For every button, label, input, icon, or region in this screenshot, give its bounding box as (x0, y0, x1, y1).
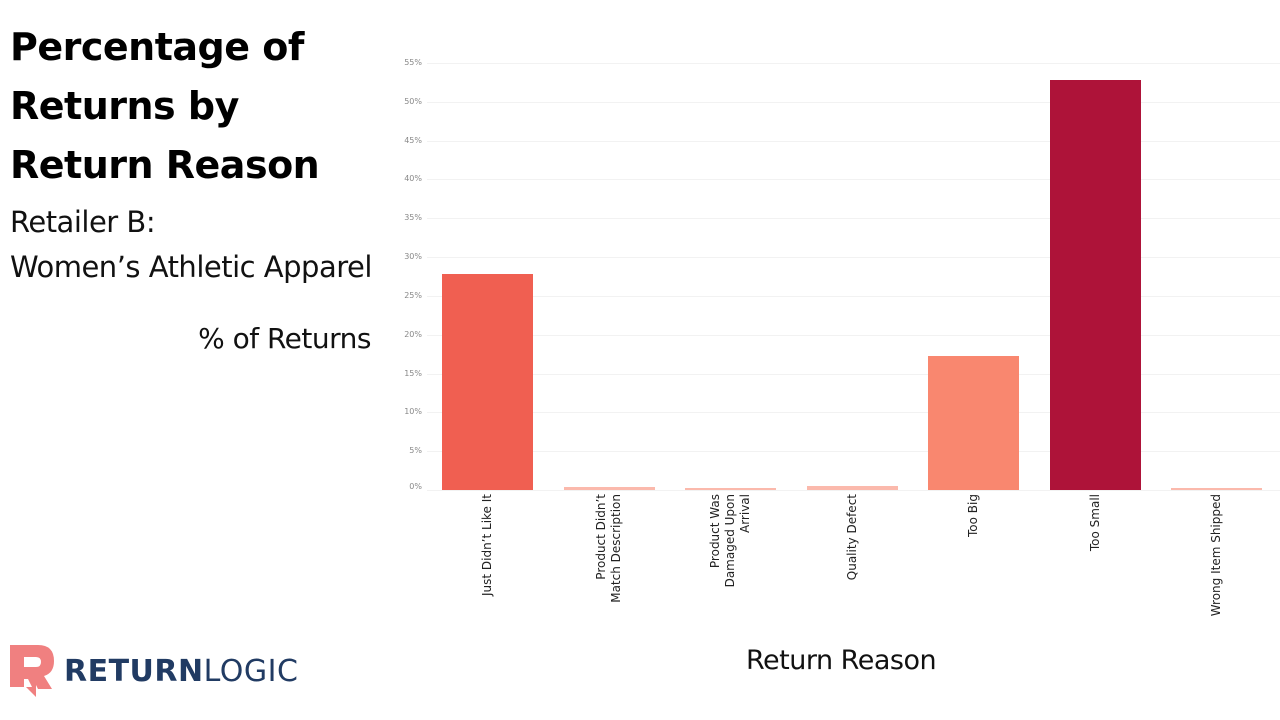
gridline (427, 412, 1280, 414)
gridline (427, 334, 1280, 336)
logo-wordmark: RETURNLOGIC (64, 653, 299, 689)
y-tick-label: 20% (404, 329, 422, 339)
gridline (427, 179, 1280, 181)
returnlogic-logo: RETURNLOGIC (8, 643, 298, 699)
y-tick-label: 30% (404, 252, 422, 262)
gridline (427, 490, 1280, 491)
bar[interactable] (1171, 487, 1262, 490)
gridline (427, 295, 1280, 297)
bar[interactable] (806, 486, 898, 490)
y-axis-label: % of Returns (198, 322, 371, 355)
gridline (427, 257, 1280, 259)
y-tick-label: 50% (404, 96, 422, 106)
gridline (427, 101, 1280, 103)
y-tick-label: 45% (404, 135, 422, 145)
y-tick-label: 5% (409, 446, 422, 456)
subtitle-retailer: Retailer B: (10, 205, 156, 239)
bar[interactable] (442, 274, 533, 490)
x-category-label: Too Small (1087, 494, 1102, 552)
y-tick-label: 35% (404, 213, 422, 223)
x-category-label: Just Didn’t Like It (480, 494, 494, 597)
bar[interactable] (563, 486, 655, 490)
y-tick-label: 10% (404, 407, 422, 417)
logo-r-icon (8, 643, 58, 699)
gridline (427, 140, 1280, 142)
gridline (427, 373, 1280, 375)
bar[interactable] (928, 356, 1019, 490)
y-tick-label: 40% (404, 174, 422, 184)
y-tick-label: 25% (404, 290, 422, 300)
gridline (427, 63, 1280, 64)
x-category-label: Product Was Damaged Upon Arrival (708, 494, 752, 588)
chart-title: Percentage of Returns by Return Reason (10, 25, 320, 187)
y-tick-label: 15% (404, 368, 422, 378)
x-category-label: Quality Defect (844, 494, 859, 581)
bar-chart-plot: 0% 5% 10% 15% 20% 25% 30% 35% 40% 45% 50% 55% Just D… (380, 40, 1280, 640)
gridline (427, 451, 1280, 453)
x-category-label: Wrong Item Shipped (1209, 494, 1223, 617)
y-tick-label: 0% (409, 482, 422, 491)
x-category-label: Product Didn’t Match Description (594, 494, 623, 603)
bar[interactable] (1049, 80, 1141, 490)
x-category-label: Too Big (966, 494, 980, 537)
y-tick-label: 55% (404, 58, 422, 67)
gridline (427, 218, 1280, 220)
subtitle-category: Women’s Athletic Apparel (10, 250, 372, 284)
x-axis-label: Return Reason (746, 645, 937, 676)
bar[interactable] (685, 488, 776, 490)
chart-subtitle: Retailer B: Women’s Athletic Apparel (10, 200, 372, 290)
